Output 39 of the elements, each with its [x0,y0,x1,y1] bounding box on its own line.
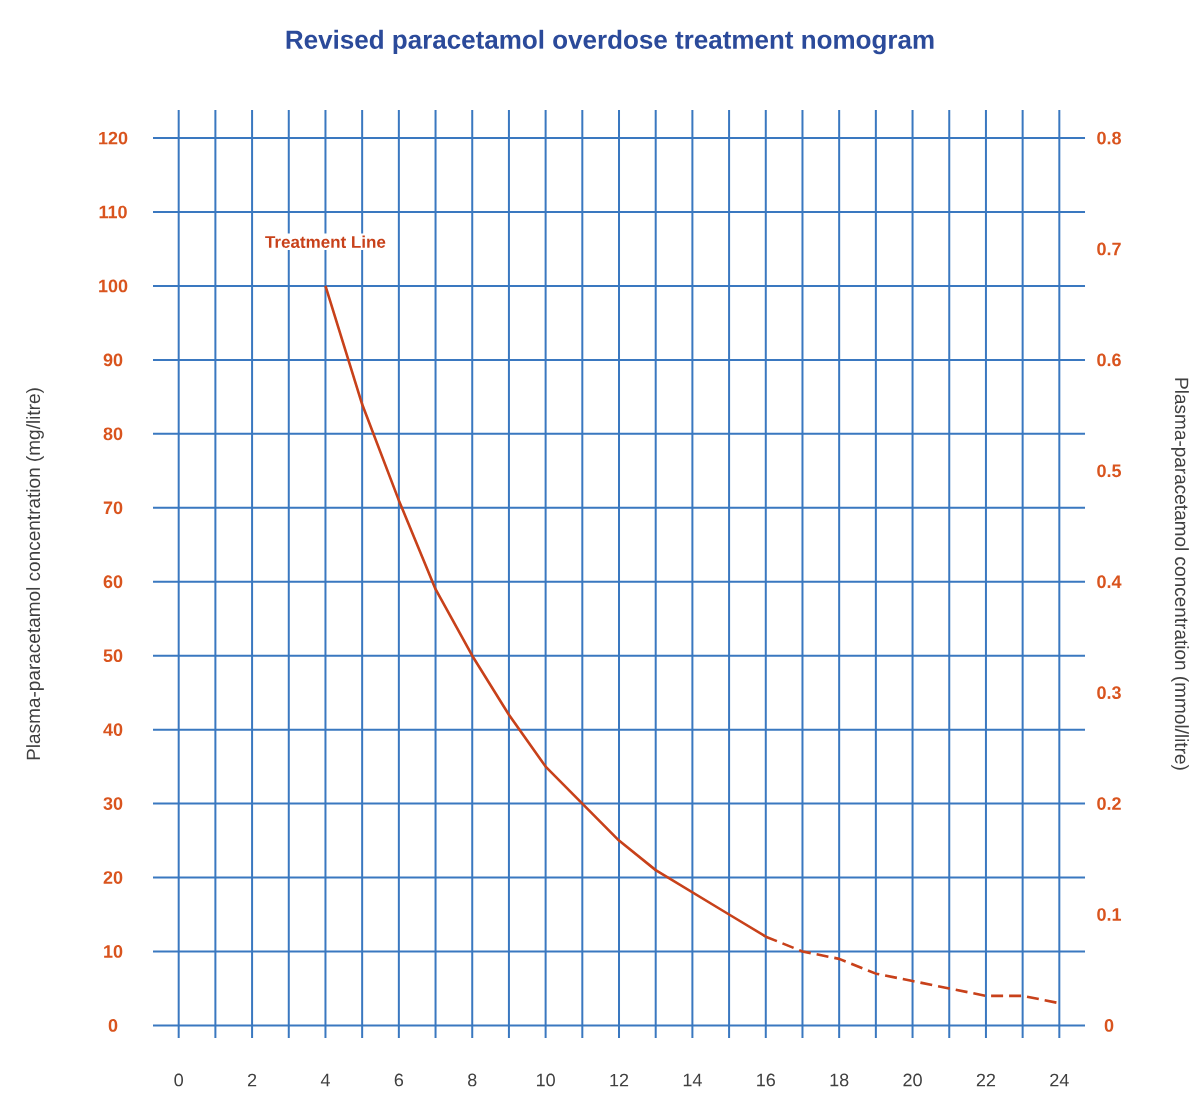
y2-tick-label: 0.1 [1097,908,1122,921]
y-tick-label: 0 [108,1019,118,1032]
y2-tick-label: 0.4 [1097,575,1122,589]
y-tick-label: 110 [99,205,127,219]
y2-tick-label: 0.5 [1097,464,1122,478]
x-tick-label: 14 [683,1073,702,1087]
y2-tick-label: 0.8 [1097,131,1121,145]
y-tick-label: 10 [104,945,123,958]
y-axis-title: Plasma-paracetamol concentration (mg/litre) [26,388,44,760]
y-tick-label: 40 [103,723,123,737]
x-tick-label: 20 [903,1073,922,1087]
y2-tick-label: 0.3 [1097,686,1121,700]
x-tick-label: 8 [468,1073,477,1087]
y-tick-label: 120 [99,131,128,145]
y-tick-label: 90 [103,353,123,367]
y2-tick-label: 0.6 [1097,353,1121,367]
x-tick-label: 24 [1050,1073,1069,1087]
annotation: Treatment Line [265,235,386,248]
x-tick-label: 2 [247,1073,257,1087]
x-tick-label: 4 [320,1073,330,1087]
y-tick-label: 100 [99,279,128,293]
y-tick-label: 20 [103,871,123,884]
x-tick-label: 16 [757,1073,775,1087]
chart-title: Revised paracetamol overdose treatment nomogram [286,29,934,55]
y-tick-label: 50 [103,649,123,663]
y2-axis-title: Plasma-paracetamol concentration (mmol/litre) [1171,378,1189,770]
x-tick-label: 0 [174,1073,183,1087]
y-tick-label: 30 [103,797,123,810]
x-tick-label: 22 [976,1073,996,1087]
y-tick-label: 60 [103,575,123,589]
y-tick-label: 70 [103,501,123,515]
y-tick-label: 80 [103,427,123,441]
x-tick-label: 10 [536,1073,555,1087]
x-tick-label: 6 [394,1073,404,1087]
x-tick-label: 18 [830,1073,849,1087]
y2-tick-label: 0.7 [1097,242,1121,256]
y2-tick-label: 0 [1104,1019,1114,1032]
y2-tick-label: 0.2 [1097,797,1121,810]
x-tick-label: 12 [610,1073,629,1087]
